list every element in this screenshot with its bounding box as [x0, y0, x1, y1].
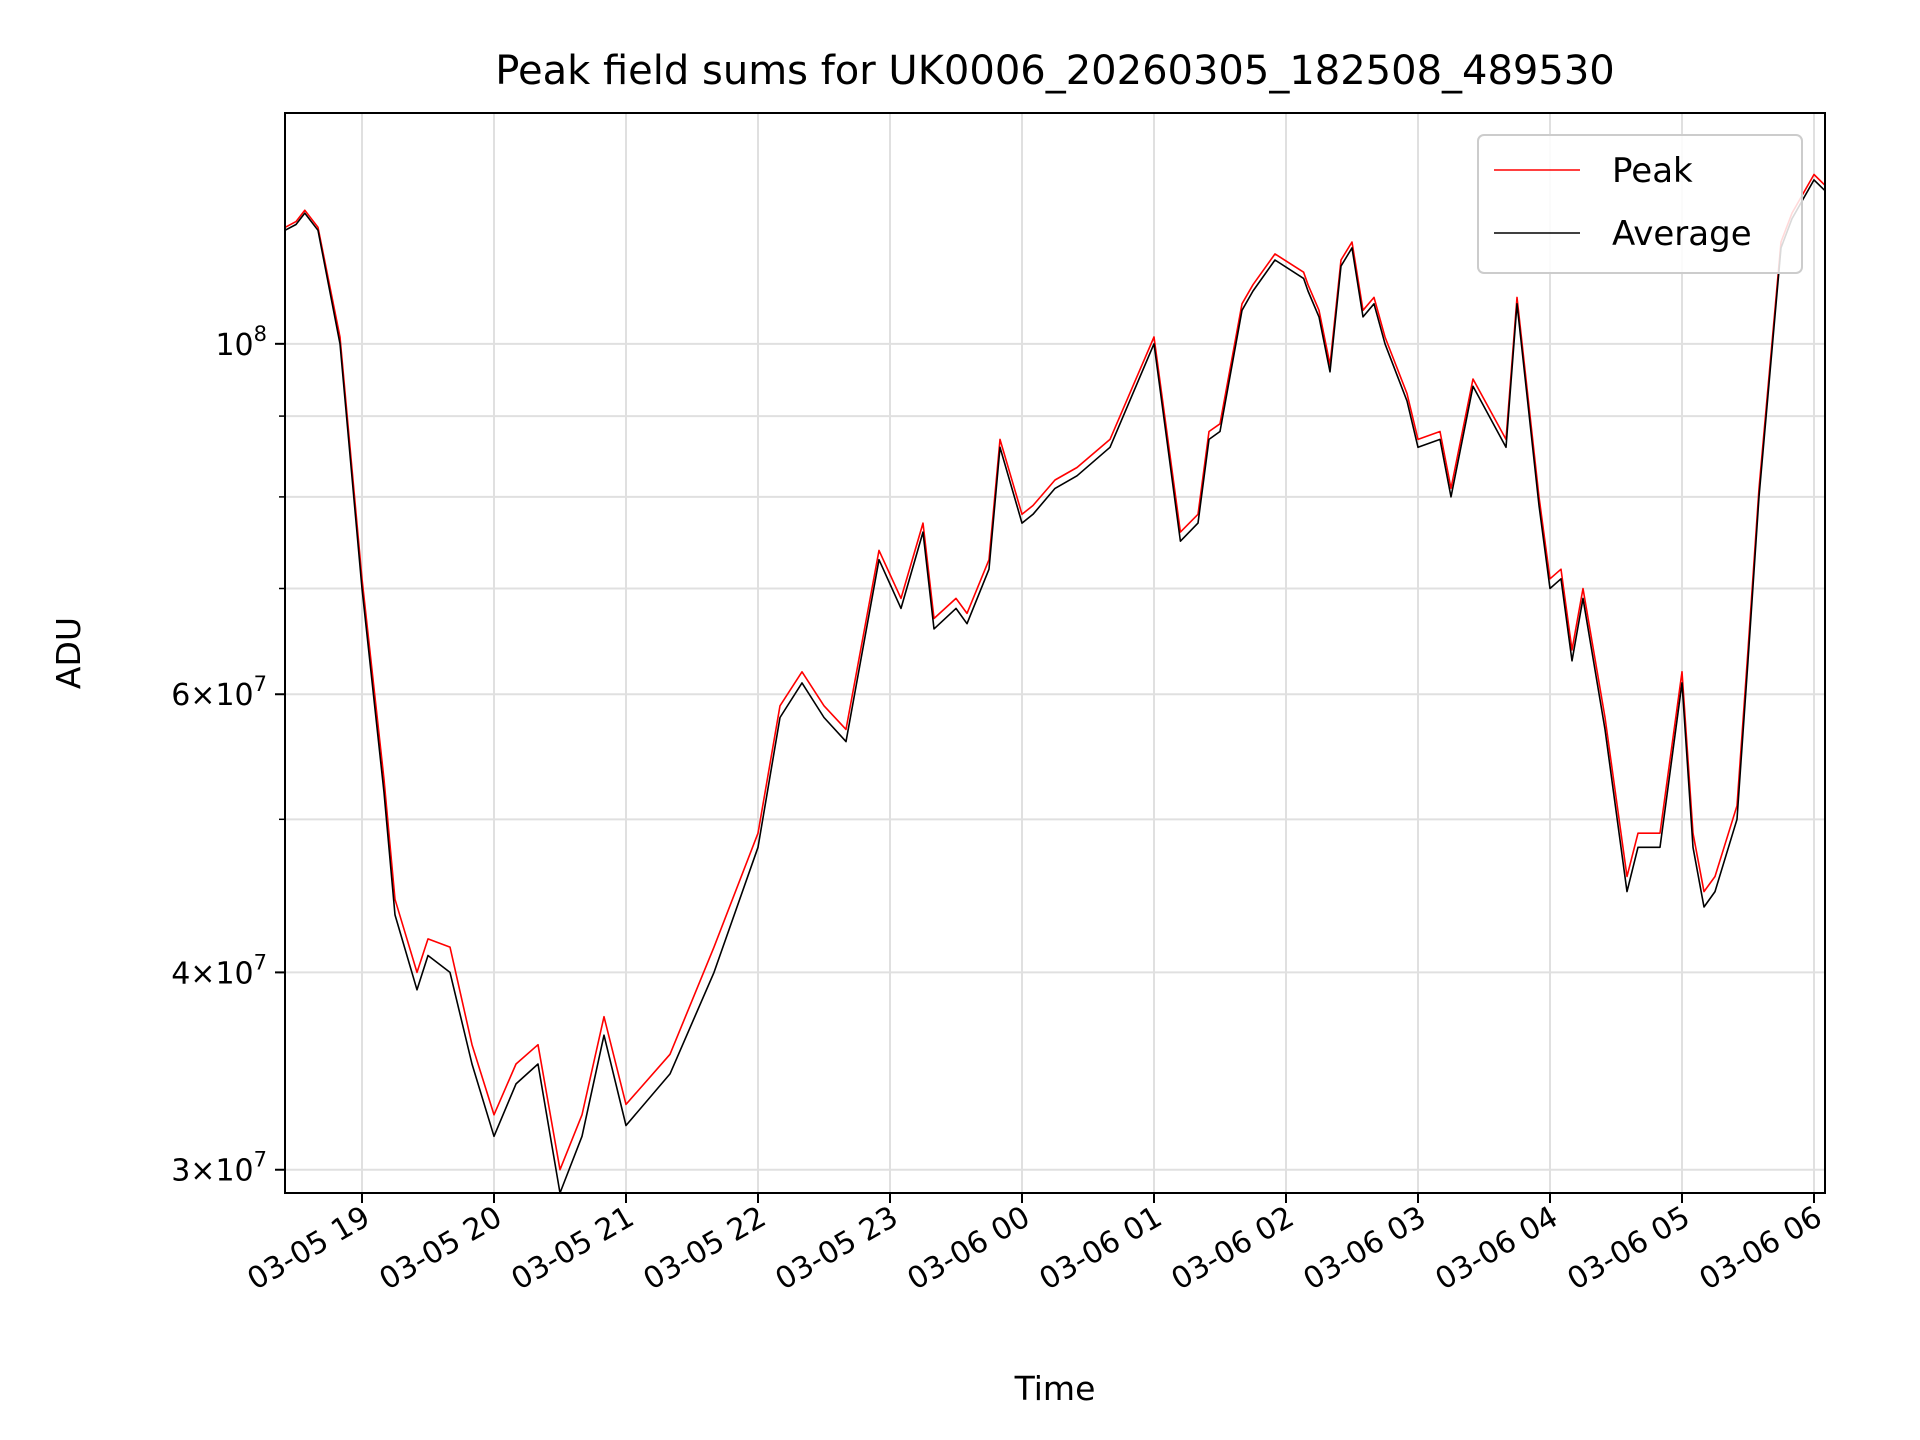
legend: Peak Average	[1477, 134, 1803, 274]
x-tick-label: 03-06 00	[902, 1200, 1036, 1298]
x-tick-label: 03-06 01	[1034, 1200, 1168, 1298]
x-tick-label: 03-06 04	[1430, 1200, 1564, 1298]
x-tick-label: 03-06 06	[1694, 1200, 1828, 1298]
series-line-peak	[284, 173, 1826, 1171]
x-tick-label: 03-06 05	[1562, 1200, 1696, 1298]
legend-label-average: Average	[1612, 214, 1752, 254]
x-tick-label: 03-05 21	[506, 1200, 640, 1298]
y-tick-label: 3×107	[171, 1148, 267, 1189]
y-tick-label: 6×107	[171, 672, 267, 713]
chart-title: Peak field sums for UK0006_20260305_1825…	[495, 48, 1614, 94]
x-axis-label: Time	[1014, 1369, 1096, 1408]
legend-label-peak: Peak	[1612, 151, 1693, 191]
series-line-average	[284, 179, 1826, 1194]
plot-frame	[284, 112, 1826, 1194]
y-axis: 3×107 4×107 6×107 108	[171, 322, 285, 1189]
grid	[285, 113, 1825, 1193]
x-tick-label: 03-05 20	[374, 1200, 508, 1298]
y-axis-label: ADU	[49, 617, 88, 689]
x-tick-label: 03-06 03	[1298, 1200, 1432, 1298]
y-tick-label: 108	[215, 322, 267, 363]
x-tick-label: 03-05 23	[770, 1200, 904, 1298]
y-tick-label: 4×107	[171, 950, 267, 991]
x-tick-label: 03-05 19	[242, 1200, 376, 1298]
x-tick-label: 03-05 22	[638, 1200, 772, 1298]
x-tick-label: 03-06 02	[1166, 1200, 1300, 1298]
series-layer	[284, 173, 1826, 1194]
